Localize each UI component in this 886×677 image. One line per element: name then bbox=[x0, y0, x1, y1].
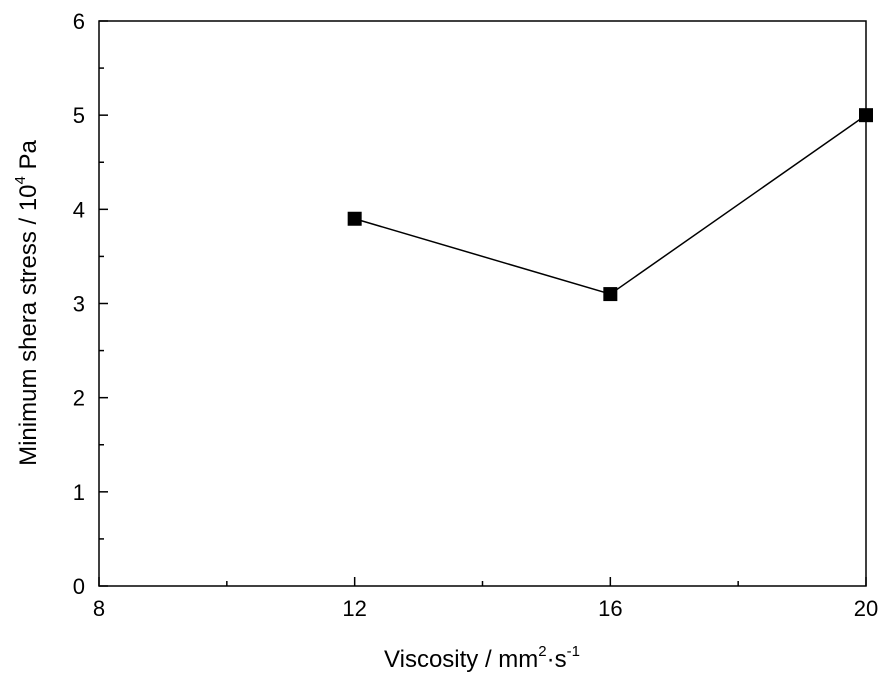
x-tick-label: 16 bbox=[598, 596, 622, 621]
plot-frame bbox=[98, 20, 867, 587]
x-tick-label: 20 bbox=[854, 596, 878, 621]
x-axis-title-middle: ·s bbox=[547, 646, 567, 673]
y-tick-label: 1 bbox=[73, 480, 85, 505]
y-tick-label: 4 bbox=[73, 197, 85, 222]
y-axis-title-suffix: Pa bbox=[15, 139, 42, 176]
axis-ticks bbox=[98, 20, 867, 587]
data-point bbox=[603, 287, 618, 302]
y-tick-label: 5 bbox=[73, 103, 85, 128]
y-tick-label: 2 bbox=[73, 386, 85, 411]
y-tick-label: 3 bbox=[73, 292, 85, 317]
data-series bbox=[347, 108, 873, 302]
y-tick-label: 6 bbox=[73, 9, 85, 34]
x-axis-title-sup2: -1 bbox=[567, 643, 580, 660]
series-line bbox=[354, 114, 867, 295]
x-tick-label: 8 bbox=[93, 596, 105, 621]
y-axis-title-prefix: Minimum shera stress / 10 bbox=[15, 184, 42, 465]
x-tick-label: 12 bbox=[342, 596, 366, 621]
y-tick-label: 0 bbox=[73, 574, 85, 599]
x-axis-title-sup1: 2 bbox=[538, 643, 546, 660]
data-point bbox=[347, 211, 362, 226]
y-axis-title: Minimum shera stress / 104 Pa bbox=[12, 139, 42, 465]
x-axis-title-prefix: Viscosity / mm bbox=[384, 646, 538, 673]
y-axis-title-sup: 4 bbox=[12, 176, 29, 184]
x-axis-title: Viscosity / mm2·s-1 bbox=[384, 643, 580, 673]
